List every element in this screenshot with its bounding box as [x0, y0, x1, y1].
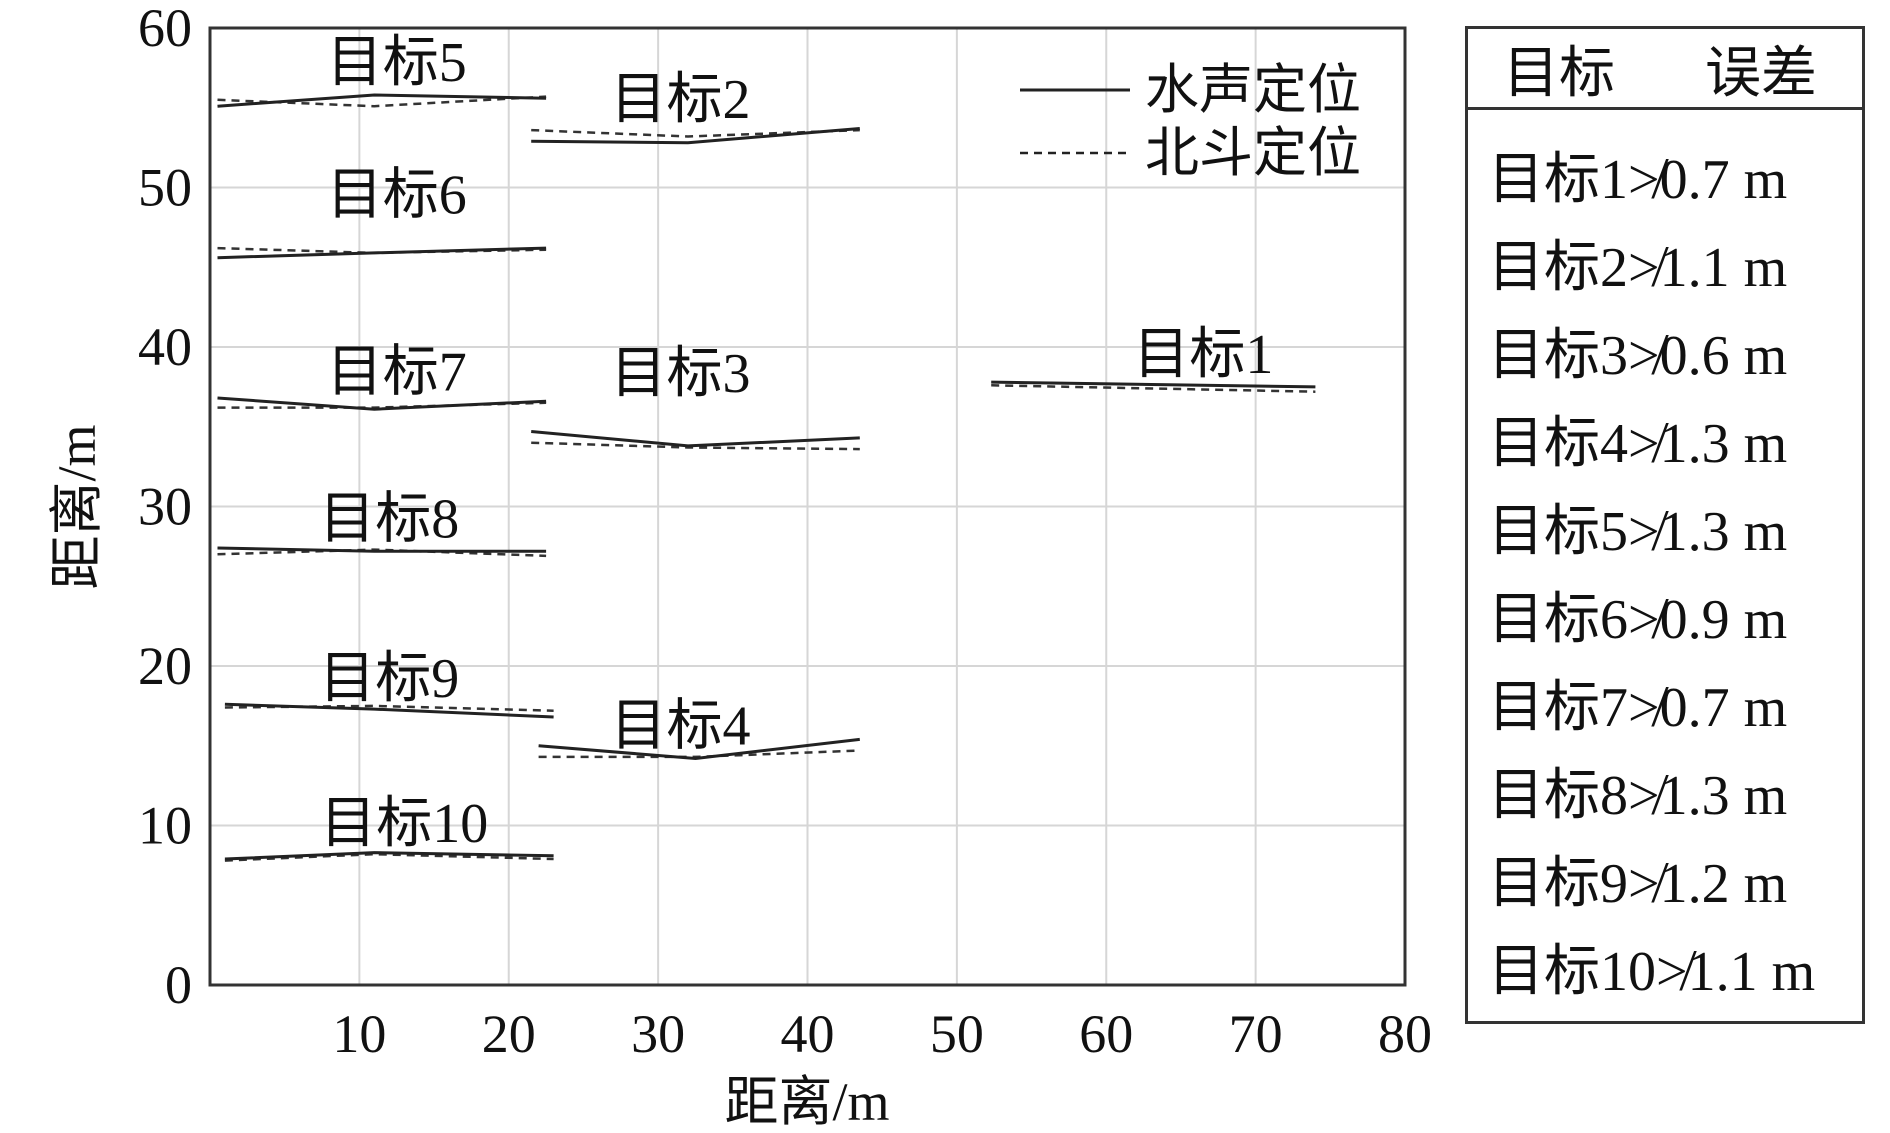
x-tick-label: 10	[332, 1004, 386, 1064]
error-row: 目标10≯1.1 m	[1488, 940, 1816, 1003]
error-row: 目标1≯0.7 m	[1488, 148, 1788, 211]
legend-label-acoustic: 水声定位	[1145, 60, 1361, 120]
x-tick-label: 50	[930, 1004, 984, 1064]
series-line-acoustic	[217, 546, 547, 553]
plot-frame	[208, 26, 1407, 987]
y-tick-label: 10	[138, 796, 192, 856]
y-tick-label: 30	[138, 477, 192, 537]
series-line-beidou	[224, 852, 554, 862]
series-line-acoustic	[217, 246, 547, 260]
series-line-acoustic	[217, 93, 547, 108]
x-tick-label: 70	[1229, 1004, 1283, 1064]
series-line-acoustic	[531, 430, 860, 448]
target-label: 目标8	[319, 488, 459, 550]
y-tick-label: 20	[138, 636, 192, 696]
series-line-beidou	[531, 441, 860, 451]
series-line-beidou	[217, 95, 547, 108]
y-tick-label: 50	[138, 158, 192, 218]
error-row: 目标9≯1.2 m	[1488, 852, 1788, 915]
series-line-acoustic	[224, 851, 554, 861]
series-line-acoustic	[538, 737, 860, 761]
x-tick-label: 20	[482, 1004, 536, 1064]
x-tick-label: 30	[631, 1004, 685, 1064]
target-labels: 目标1 目标2 目标3 目标4 目标5 目标6 目标7 目标8 目标9 目标10	[319, 32, 1273, 855]
series-line-acoustic	[224, 702, 554, 719]
target-label: 目标7	[327, 342, 467, 404]
series-line-acoustic	[531, 127, 860, 145]
error-row: 目标2≯1.1 m	[1488, 236, 1788, 299]
target-label: 目标1	[1133, 324, 1273, 386]
legend: 水声定位 北斗定位	[1020, 60, 1361, 183]
target-label: 目标4	[611, 696, 751, 758]
grid	[210, 28, 1405, 985]
x-tick-label: 40	[781, 1004, 835, 1064]
legend-label-beidou: 北斗定位	[1145, 123, 1361, 183]
series-line-beidou	[217, 548, 547, 558]
tick-labels: 10 20 30 40 50 60 70 80 0 10 20 30 40 50 60	[138, 0, 1432, 1064]
target-label: 目标10	[320, 793, 488, 855]
error-table-header: 目标 误差	[1468, 29, 1862, 110]
x-tick-label: 60	[1079, 1004, 1133, 1064]
x-axis-label: 距离/m	[724, 1072, 889, 1132]
error-row: 目标3≯0.6 m	[1488, 324, 1788, 387]
y-tick-label: 40	[138, 317, 192, 377]
series-line-beidou	[538, 749, 860, 759]
error-row: 目标4≯1.3 m	[1488, 412, 1788, 475]
series	[217, 93, 1316, 862]
y-tick-label: 0	[165, 955, 192, 1015]
error-row: 目标6≯0.9 m	[1488, 588, 1788, 651]
target-label: 目标3	[611, 343, 751, 405]
error-table-header-target: 目标	[1503, 42, 1615, 105]
y-tick-label: 60	[138, 0, 192, 58]
x-tick-label: 80	[1378, 1004, 1432, 1064]
error-row: 目标7≯0.7 m	[1488, 676, 1788, 739]
series-line-beidou	[991, 384, 1316, 393]
target-label: 目标6	[327, 164, 467, 226]
target-label: 目标2	[611, 69, 751, 131]
error-table-header-error: 误差	[1705, 42, 1817, 105]
target-label: 目标5	[327, 32, 467, 94]
error-table-rows: 目标1≯0.7 m 目标2≯1.1 m 目标3≯0.6 m 目标4≯1.3 m …	[1468, 130, 1862, 1010]
target-label: 目标9	[319, 648, 459, 710]
error-row: 目标8≯1.3 m	[1488, 764, 1788, 827]
series-line-acoustic	[991, 380, 1316, 389]
y-axis-label: 距离/m	[47, 424, 107, 589]
error-row: 目标5≯1.3 m	[1488, 500, 1788, 563]
series-line-acoustic	[217, 396, 547, 411]
error-table: 目标 误差 目标1≯0.7 m 目标2≯1.1 m 目标3≯0.6 m 目标4≯…	[1465, 26, 1865, 1024]
